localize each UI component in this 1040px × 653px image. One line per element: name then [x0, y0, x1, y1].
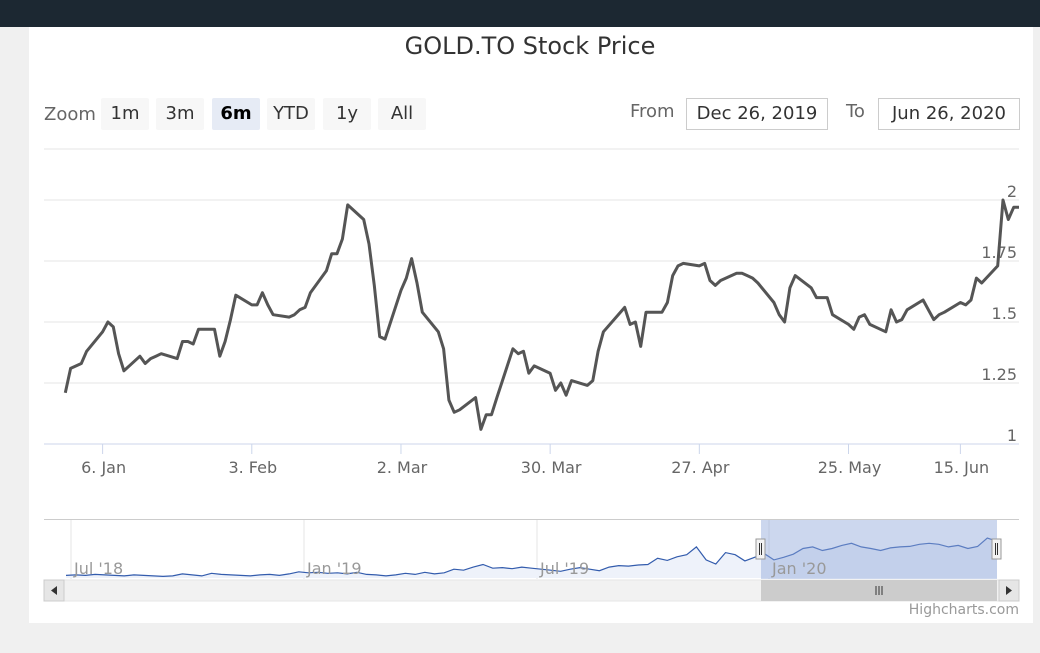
arrow-left-icon [51, 586, 57, 595]
zoom-1y-button[interactable]: 1y [323, 98, 371, 130]
zoom-6m-button[interactable]: 6m [212, 98, 260, 130]
credits-link[interactable]: Highcharts.com [908, 602, 1019, 618]
navigator-left-handle[interactable] [755, 538, 766, 560]
navigator-right-handle[interactable] [991, 538, 1002, 560]
chart-title: GOLD.TO Stock Price [404, 32, 656, 60]
x-tick-label: 25. May [818, 458, 882, 477]
y-tick-label: 1.25 [981, 365, 1017, 384]
to-date-input[interactable]: Jun 26, 2020 [878, 98, 1020, 130]
x-tick-label: 30. Mar [521, 458, 582, 477]
navigator-selection-mask[interactable] [761, 520, 997, 579]
navigator-series-area [66, 538, 997, 578]
zoom-1m-button[interactable]: 1m [101, 98, 149, 130]
navigator-date-label: Jul '18 [73, 559, 123, 578]
zoom-all-button[interactable]: All [378, 98, 426, 130]
navigator-date-label: Jan '19 [306, 559, 362, 578]
x-tick-label: 27. Apr [671, 458, 730, 477]
navigator-date-label: Jul '19 [539, 559, 589, 578]
scrollbar-left-button[interactable] [43, 579, 65, 602]
top-bar [0, 0, 1040, 27]
x-tick-label: 3. Feb [228, 458, 277, 477]
y-tick-label: 2 [1007, 182, 1017, 201]
from-date-input[interactable]: Dec 26, 2019 [686, 98, 828, 130]
x-tick-label: 15. Jun [934, 458, 990, 477]
navigator-date-label: Jan '20 [771, 559, 827, 578]
navigator[interactable]: Jul '18 Jan '19 Jul '19 Jan '20 [44, 519, 1019, 580]
y-tick-label: 1.5 [992, 304, 1017, 323]
x-tick-label: 6. Jan [81, 458, 126, 477]
zoom-label: Zoom [44, 104, 96, 125]
arrow-right-icon [1006, 586, 1012, 595]
from-label: From [630, 101, 675, 122]
y-tick-label: 1 [1007, 426, 1017, 445]
zoom-ytd-button[interactable]: YTD [267, 98, 315, 130]
scrollbar-right-button[interactable] [998, 579, 1020, 602]
zoom-3m-button[interactable]: 3m [156, 98, 204, 130]
price-series-line [63, 198, 1019, 431]
scrollbar[interactable] [43, 579, 1020, 602]
navigator-series-line [65, 537, 998, 578]
x-tick-label: 2. Mar [377, 458, 428, 477]
to-label: To [846, 101, 865, 122]
